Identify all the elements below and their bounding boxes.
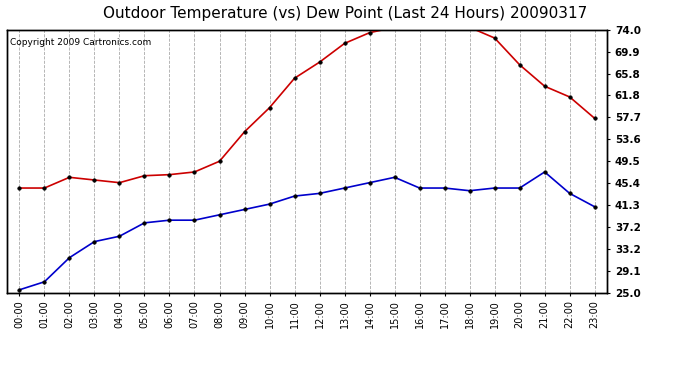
Text: Outdoor Temperature (vs) Dew Point (Last 24 Hours) 20090317: Outdoor Temperature (vs) Dew Point (Last… [103, 6, 587, 21]
Text: Copyright 2009 Cartronics.com: Copyright 2009 Cartronics.com [10, 38, 151, 47]
